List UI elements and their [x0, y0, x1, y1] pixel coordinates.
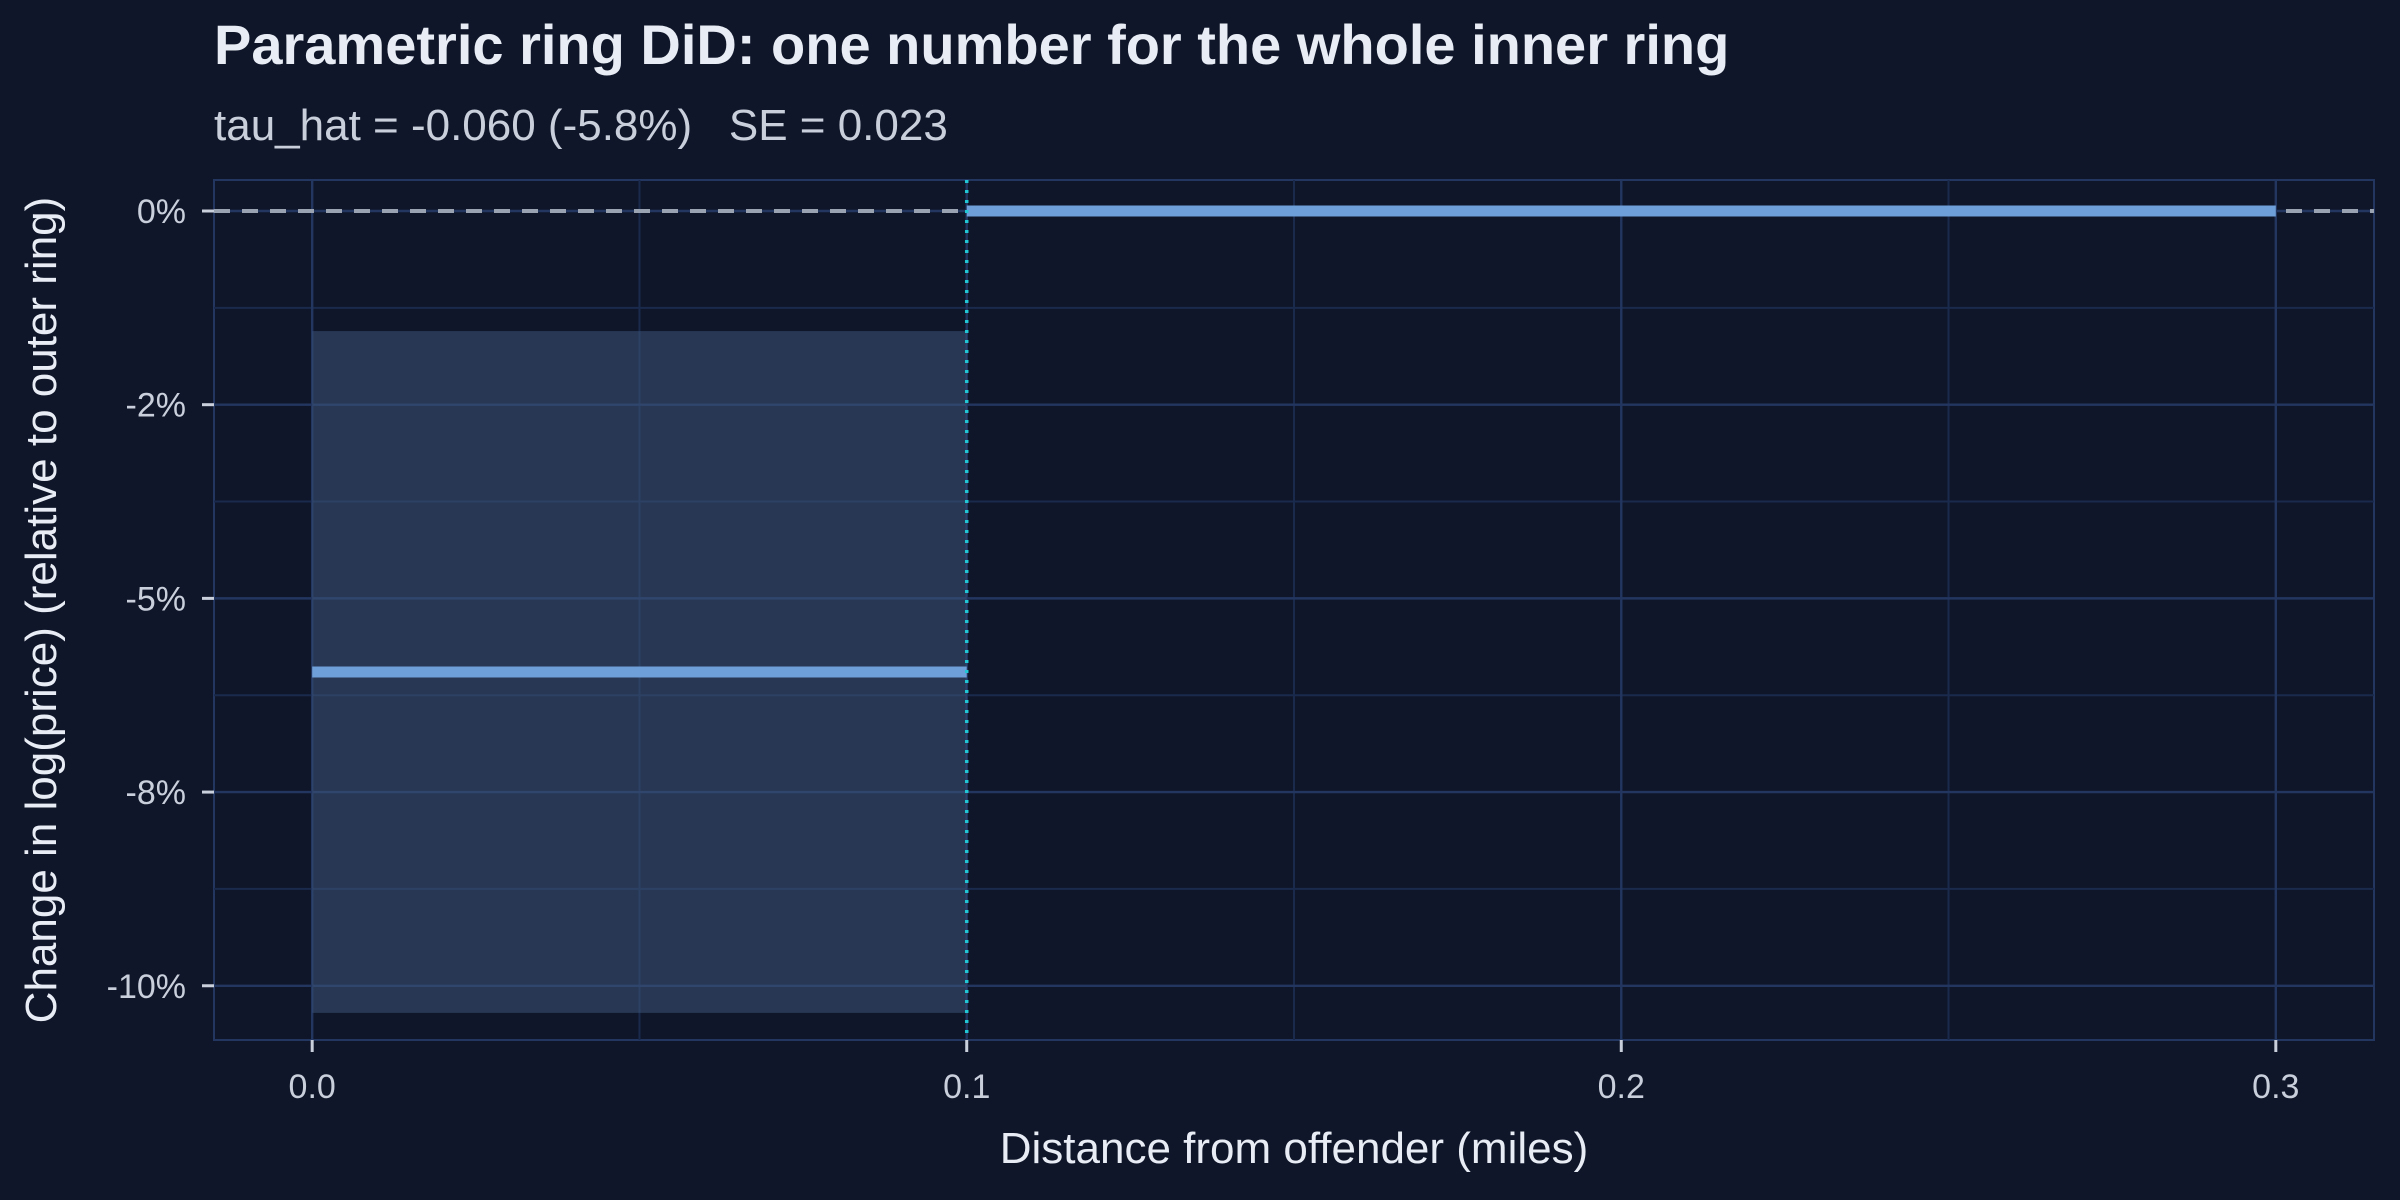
x-axis-ticks: 0.0 0.1 0.2 0.3 [289, 1040, 2299, 1106]
y-tick-label: -8% [126, 774, 186, 812]
y-axis-title: Change in log(price) (relative to outer … [17, 197, 66, 1024]
x-tick-label: 0.3 [2252, 1068, 2299, 1106]
y-axis-ticks: 0% -2% -5% -8% -10% [107, 193, 214, 1006]
x-axis-title: Distance from offender (miles) [1000, 1124, 1589, 1173]
y-tick-label: -5% [126, 580, 186, 618]
y-tick-label: 0% [137, 193, 186, 231]
x-tick-label: 0.1 [943, 1068, 990, 1106]
x-tick-label: 0.0 [289, 1068, 336, 1106]
x-tick-label: 0.2 [1598, 1068, 1645, 1106]
chart-title: Parametric ring DiD: one number for the … [214, 13, 1729, 76]
y-tick-label: -10% [107, 968, 186, 1006]
series-group [312, 205, 2276, 678]
chart-subtitle: tau_hat = -0.060 (-5.8%) SE = 0.023 [214, 101, 948, 150]
y-tick-label: -2% [126, 387, 186, 425]
